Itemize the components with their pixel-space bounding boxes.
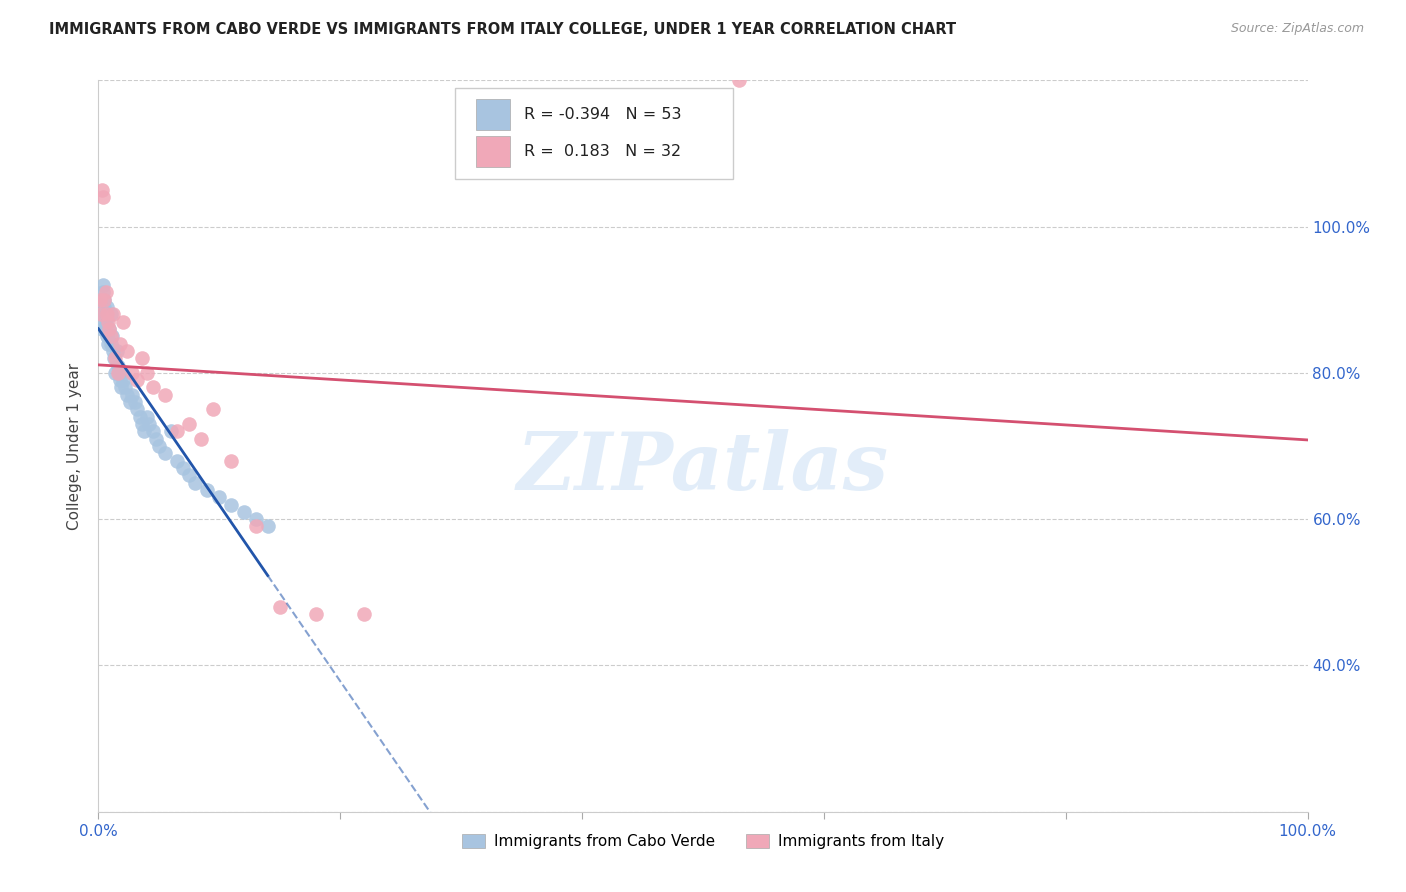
Point [94,307,117,321]
Point [91,315,114,329]
Point [94,285,117,300]
Text: IMMIGRANTS FROM CABO VERDE VS IMMIGRANTS FROM ITALY COLLEGE, UNDER 1 YEAR CORREL: IMMIGRANTS FROM CABO VERDE VS IMMIGRANTS… [49,22,956,37]
Point [93,293,115,307]
Point [124,395,146,409]
Point [232,505,254,519]
Point [108,373,131,387]
Point [96,329,118,343]
Point [103,351,125,366]
Point [111,373,134,387]
Point [114,380,136,394]
Point [91,322,114,336]
Point [138,417,160,431]
Point [160,425,183,439]
Point [172,461,194,475]
Point [208,490,231,504]
Point [221,498,243,512]
Point [245,512,267,526]
Text: Source: ZipAtlas.com: Source: ZipAtlas.com [1230,22,1364,36]
Point [142,380,165,394]
Point [134,425,156,439]
Point [100,329,122,343]
Point [118,395,141,409]
Point [111,315,134,329]
Legend: Immigrants from Cabo Verde, Immigrants from Italy: Immigrants from Cabo Verde, Immigrants f… [456,828,950,855]
Point [100,336,122,351]
Point [353,607,375,622]
Point [89,293,111,307]
Point [107,366,129,380]
Point [256,519,278,533]
Point [142,425,165,439]
Point [117,388,139,402]
Point [91,183,114,197]
Point [221,453,243,467]
Point [135,366,157,380]
Point [97,315,120,329]
Point [153,388,176,402]
Point [90,307,112,321]
Y-axis label: College, Under 1 year: College, Under 1 year [67,362,83,530]
Point [93,300,115,314]
Point [90,300,112,314]
Point [269,599,291,614]
Point [184,475,207,490]
Point [105,343,128,358]
Point [93,293,115,307]
Point [127,402,149,417]
Point [195,483,218,497]
Point [145,432,167,446]
Text: ZIPatlas: ZIPatlas [517,429,889,507]
Point [166,425,188,439]
Text: R =  0.183   N = 32: R = 0.183 N = 32 [524,145,681,160]
Point [305,607,328,622]
Point [121,388,143,402]
Point [728,73,751,87]
Point [153,446,176,460]
Point [91,285,114,300]
Point [179,468,201,483]
Point [90,307,112,321]
Point [91,278,114,293]
Point [104,366,127,380]
Point [128,409,150,424]
Point [89,293,111,307]
Point [94,315,117,329]
Point [96,307,118,321]
Text: R = -0.394   N = 53: R = -0.394 N = 53 [524,107,682,122]
Point [101,343,124,358]
Point [110,380,132,394]
FancyBboxPatch shape [475,99,509,130]
Point [131,351,153,366]
Point [101,307,124,321]
FancyBboxPatch shape [456,87,734,179]
Point [107,359,129,373]
Point [98,322,121,336]
Point [179,417,201,431]
Point [202,402,225,417]
FancyBboxPatch shape [475,136,509,167]
Point [121,366,143,380]
Point [108,336,131,351]
Point [91,190,114,204]
Point [190,432,212,446]
Point [148,439,170,453]
Point [117,343,139,358]
Point [100,329,122,343]
Point [127,373,149,387]
Point [96,300,118,314]
Point [108,366,131,380]
Point [104,351,127,366]
Point [245,519,267,533]
Point [166,453,188,467]
Point [98,322,121,336]
Point [100,307,122,321]
Point [135,409,157,424]
Point [97,336,120,351]
Point [131,417,153,431]
